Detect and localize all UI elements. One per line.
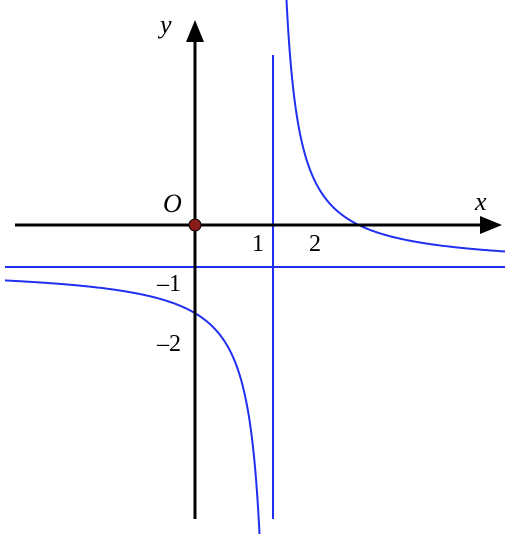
y-axis-label: y xyxy=(160,10,172,40)
origin-label: O xyxy=(163,189,182,219)
x-tick-1: 1 xyxy=(252,231,264,258)
plot-svg xyxy=(0,0,520,534)
function-chart: y x O 1 2 –1 –2 xyxy=(0,0,520,534)
y-tick-neg1: –1 xyxy=(157,271,181,298)
y-tick-neg2: –2 xyxy=(157,331,181,358)
x-tick-2: 2 xyxy=(309,231,321,258)
x-axis-label: x xyxy=(475,187,487,217)
